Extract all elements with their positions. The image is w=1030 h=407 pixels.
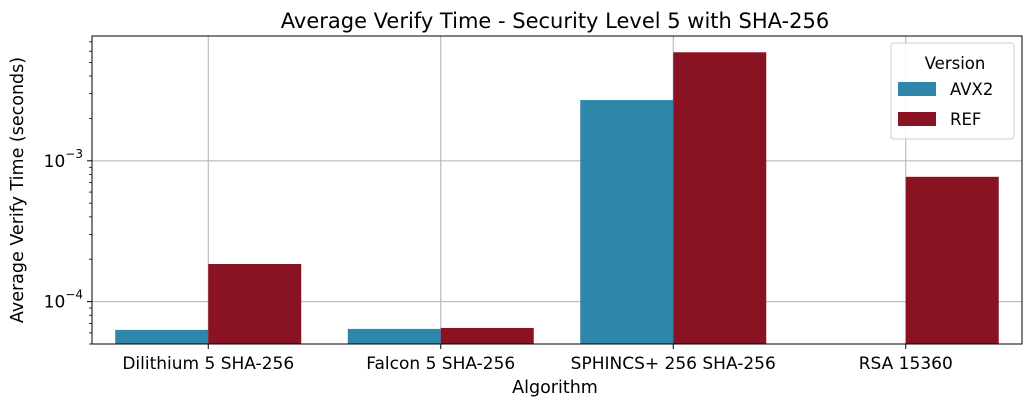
y-tick-label: 10−3: [44, 147, 83, 172]
bar-avx2: [347, 328, 441, 344]
bar-ref: [673, 52, 767, 345]
legend-swatch-avx2: [898, 82, 936, 96]
x-tick-label: Dilithium 5 SHA-256: [122, 354, 294, 374]
legend-title: Version: [925, 54, 986, 73]
plot-frame: [91, 35, 1023, 345]
x-tick-label: SPHINCS+ 256 SHA-256: [571, 354, 776, 374]
legend: Version AVX2 REF: [890, 42, 1015, 140]
chart-title: Average Verify Time - Security Level 5 w…: [281, 9, 829, 33]
bar-avx2: [580, 100, 674, 344]
legend-label-avx2: AVX2: [950, 80, 993, 99]
legend-label-ref: REF: [950, 110, 981, 129]
x-tick-label: Falcon 5 SHA-256: [366, 354, 515, 374]
legend-swatch-ref: [898, 112, 936, 126]
x-axis-label: Algorithm: [512, 378, 598, 398]
bar-ref: [905, 176, 999, 344]
y-ticks: 10−4 10−3: [44, 41, 92, 345]
bars: [115, 52, 999, 345]
bar-avx2: [115, 329, 209, 344]
y-tick-label: 10−4: [44, 288, 83, 313]
x-ticks: Dilithium 5 SHA-256 Falcon 5 SHA-256 SPHIN…: [122, 344, 953, 374]
y-axis-label: Average Verify Time (seconds): [8, 57, 28, 323]
bar-ref: [208, 263, 302, 344]
bar-ref: [440, 327, 534, 344]
x-tick-label: RSA 15360: [859, 354, 953, 374]
